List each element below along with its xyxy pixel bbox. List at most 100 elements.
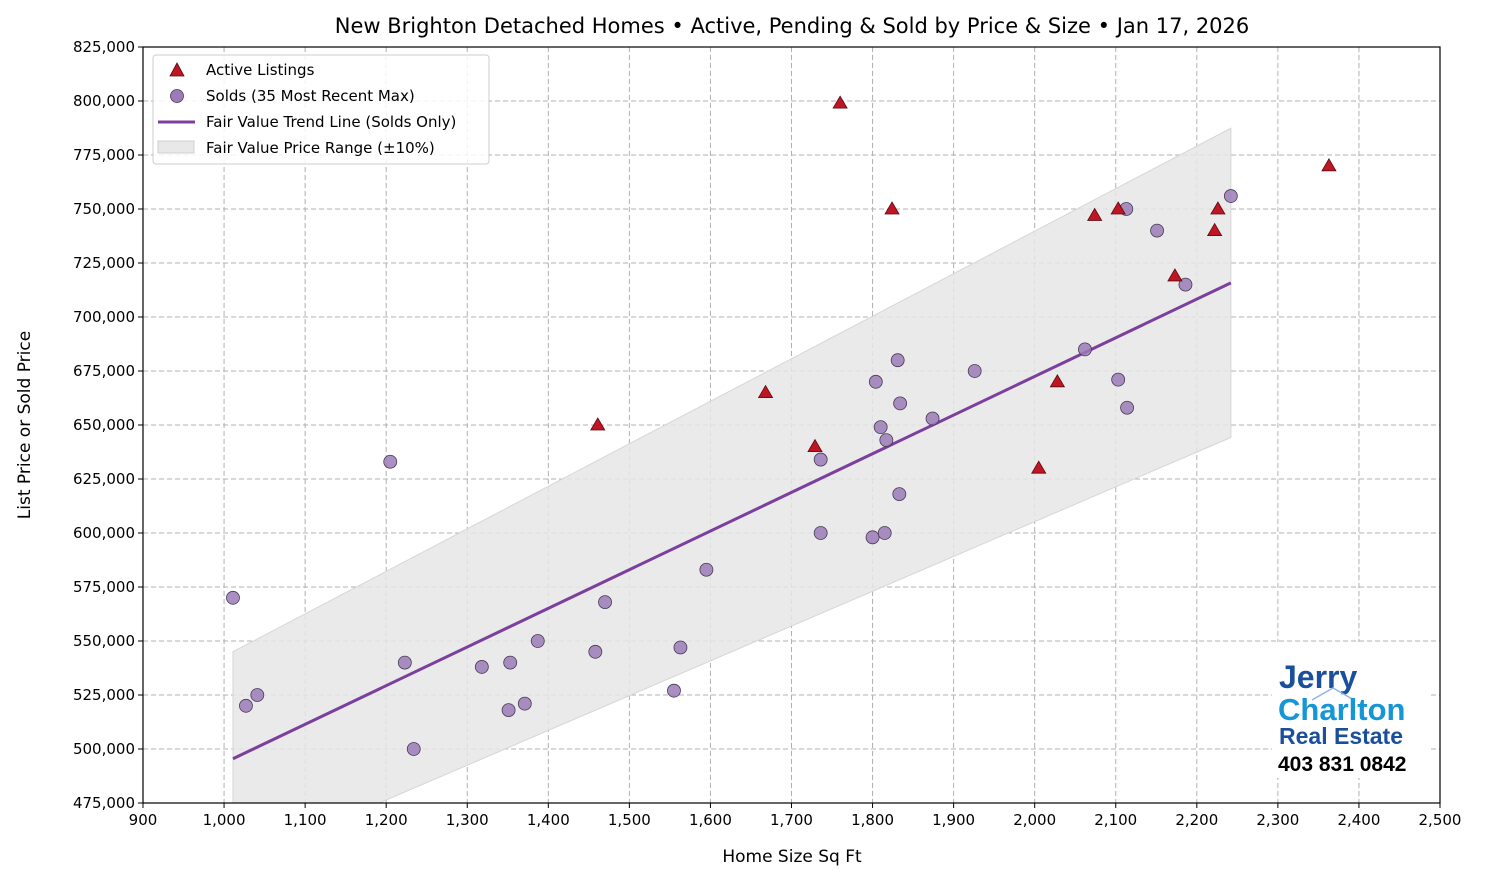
sold-point	[250, 688, 265, 702]
y-tick-label: 525,000	[73, 686, 135, 704]
y-tick-label: 600,000	[73, 524, 135, 542]
x-tick-label: 1,600	[689, 811, 732, 829]
sold-point	[530, 634, 545, 648]
logo-text: Jerry	[1279, 659, 1358, 695]
x-tick-label: 2,100	[1094, 811, 1137, 829]
sold-point	[893, 396, 908, 411]
active-point	[884, 201, 900, 215]
x-tick-label: 2,000	[1013, 811, 1056, 829]
x-tick-label: 1,100	[284, 811, 327, 829]
sold-point	[239, 698, 253, 713]
solds-series	[226, 189, 1238, 756]
x-tick-label: 1,200	[365, 811, 408, 829]
y-tick-label: 550,000	[73, 632, 135, 650]
sold-point	[890, 353, 905, 368]
active-point	[1110, 201, 1126, 215]
x-tick-label: 2,200	[1175, 811, 1218, 829]
chart-title: New Brighton Detached Homes • Active, Pe…	[335, 14, 1250, 38]
y-tick-label: 700,000	[73, 308, 135, 326]
active-point	[1086, 207, 1103, 221]
sold-point	[699, 562, 714, 577]
legend-band-icon	[157, 140, 195, 154]
sold-point	[865, 530, 880, 545]
sold-point	[397, 655, 412, 670]
active-series	[590, 95, 1337, 474]
sold-point	[1223, 189, 1238, 203]
sold-point	[383, 454, 398, 469]
x-tick-label: 1,800	[851, 811, 894, 829]
active-point	[1167, 268, 1183, 282]
sold-point	[967, 364, 982, 378]
band-area	[232, 127, 1232, 803]
x-tick-label: 2,500	[1419, 811, 1462, 829]
legend-box	[152, 54, 490, 165]
active-point	[1031, 460, 1047, 474]
sold-point	[1111, 372, 1126, 387]
legend-label: Fair Value Trend Line (Solds Only)	[206, 113, 456, 131]
y-tick-label: 825,000	[73, 38, 135, 56]
sold-point	[813, 526, 828, 540]
sold-point	[813, 452, 828, 467]
sold-point	[588, 644, 603, 659]
y-tick-label: 625,000	[73, 470, 135, 488]
sold-point	[667, 683, 681, 698]
y-axis-ticks: 475,000 500,000 525,000 550,000 575,000 600,0…	[73, 38, 143, 812]
x-tick-label: 2,300	[1256, 811, 1299, 829]
active-point	[807, 438, 823, 453]
active-point	[1206, 222, 1223, 237]
legend: Active Listings Solds (35 Most Recent Ma…	[152, 54, 490, 165]
legend-label: Active Listings	[206, 61, 315, 79]
sold-point	[877, 526, 892, 540]
y-tick-label: 475,000	[73, 794, 135, 812]
sold-point	[503, 655, 518, 670]
sold-point	[673, 640, 688, 655]
sold-point	[925, 411, 940, 426]
sold-point	[873, 420, 888, 435]
active-point	[590, 417, 606, 431]
legend-label: Solds (35 Most Recent Max)	[206, 87, 415, 105]
sold-point	[1120, 400, 1134, 415]
fair-value-band	[232, 127, 1232, 803]
trend-line	[232, 281, 1232, 761]
y-tick-label: 725,000	[73, 254, 135, 272]
active-point	[1321, 158, 1337, 172]
y-tick-label: 650,000	[73, 416, 135, 434]
x-tick-label: 1,300	[446, 811, 489, 829]
sold-point	[879, 433, 894, 448]
logo-phone: 403 831 0842	[1278, 753, 1406, 776]
x-tick-label: 1,500	[608, 811, 651, 829]
sold-point	[501, 703, 516, 718]
y-tick-label: 675,000	[73, 362, 135, 380]
sold-point	[517, 696, 532, 711]
sold-point	[406, 742, 421, 756]
x-axis-label: Home Size Sq Ft	[722, 847, 862, 867]
y-tick-label: 750,000	[73, 200, 135, 218]
sold-point	[892, 487, 907, 502]
brand-logo: Jerry Charlton Real Estate 403 831 0842	[1272, 642, 1428, 778]
active-point	[832, 95, 848, 109]
trend-line-segment	[232, 281, 1232, 761]
active-point	[1210, 201, 1226, 215]
sold-point	[226, 590, 240, 605]
legend-label: Fair Value Price Range (±10%)	[206, 139, 435, 157]
sold-point	[598, 595, 612, 610]
sold-point	[1150, 223, 1164, 238]
x-tick-label: 1,900	[932, 811, 975, 829]
logo-text: Charlton	[1278, 692, 1405, 727]
x-axis-ticks: 900 1,000 1,100 1,200 1,300 1,400 1,500 1,600 1,…	[129, 803, 1462, 829]
y-tick-label: 500,000	[73, 740, 135, 758]
y-tick-label: 800,000	[73, 92, 135, 110]
y-tick-label: 575,000	[73, 578, 135, 596]
sold-point	[868, 374, 883, 389]
x-tick-label: 2,400	[1337, 811, 1380, 829]
house-roof-icon	[1311, 687, 1355, 701]
logo-text: Real Estate	[1279, 723, 1403, 749]
x-tick-label: 900	[129, 811, 158, 829]
active-point	[1049, 374, 1066, 388]
x-tick-label: 1,700	[770, 811, 813, 829]
active-point	[757, 384, 774, 399]
sold-point	[474, 660, 489, 674]
legend-circle-icon	[170, 89, 184, 103]
x-tick-label: 1,000	[203, 811, 246, 829]
